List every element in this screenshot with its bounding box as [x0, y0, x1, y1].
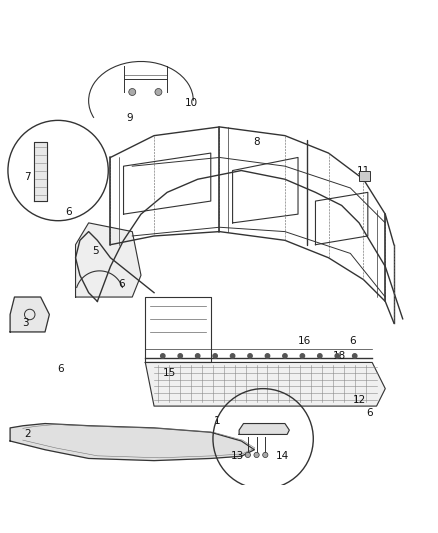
Text: 6: 6	[118, 279, 124, 289]
Polygon shape	[10, 424, 254, 461]
Text: 6: 6	[366, 408, 372, 418]
Circle shape	[178, 354, 182, 358]
Text: 7: 7	[24, 172, 31, 182]
Text: 3: 3	[22, 318, 28, 328]
Text: 6: 6	[349, 336, 355, 346]
Circle shape	[254, 453, 258, 457]
Text: 6: 6	[57, 364, 64, 374]
Circle shape	[245, 453, 250, 457]
Circle shape	[247, 354, 252, 358]
Text: 1: 1	[213, 416, 220, 426]
Text: 10: 10	[184, 98, 197, 108]
Circle shape	[128, 88, 135, 95]
Circle shape	[160, 354, 165, 358]
Circle shape	[230, 354, 234, 358]
Circle shape	[282, 354, 286, 358]
Bar	[358, 171, 369, 181]
Text: 6: 6	[66, 207, 72, 217]
Text: 13: 13	[230, 451, 243, 461]
Text: 5: 5	[92, 246, 98, 256]
Polygon shape	[239, 424, 289, 434]
Text: 18: 18	[332, 351, 345, 361]
Polygon shape	[10, 297, 49, 332]
Circle shape	[195, 354, 199, 358]
Text: 12: 12	[352, 394, 365, 405]
Polygon shape	[145, 362, 385, 406]
Circle shape	[262, 453, 267, 457]
Circle shape	[212, 354, 217, 358]
Polygon shape	[75, 223, 141, 297]
Text: 2: 2	[24, 430, 31, 439]
Text: 9: 9	[127, 113, 133, 123]
Text: 8: 8	[253, 137, 259, 147]
Circle shape	[352, 354, 356, 358]
Circle shape	[155, 88, 162, 95]
Circle shape	[300, 354, 304, 358]
Circle shape	[265, 354, 269, 358]
Polygon shape	[34, 142, 47, 201]
Circle shape	[317, 354, 321, 358]
Text: 15: 15	[162, 368, 176, 378]
Text: 16: 16	[297, 336, 311, 346]
Text: 14: 14	[276, 451, 289, 461]
Text: 11: 11	[356, 166, 369, 175]
Circle shape	[334, 354, 339, 358]
